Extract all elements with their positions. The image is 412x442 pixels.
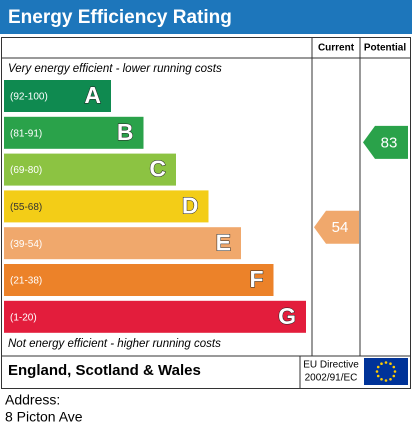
band-letter: C [149, 156, 166, 182]
band [4, 264, 274, 296]
band [4, 80, 111, 112]
rating-arrow [314, 210, 359, 244]
band-range: (69-80) [10, 165, 42, 176]
bottom-note: Not energy efficient - higher running co… [8, 338, 221, 350]
title: Energy Efficiency Rating [8, 7, 232, 28]
eu-star [384, 361, 388, 364]
top-note: Very energy efficient - lower running co… [8, 63, 222, 75]
band-letter: D [182, 192, 199, 218]
eu-star [380, 362, 383, 366]
band [4, 190, 209, 223]
directive: EU Directive [303, 360, 359, 371]
band-letter: F [249, 266, 263, 292]
band [4, 227, 241, 260]
band-range: (1-20) [10, 312, 37, 323]
eu-star [375, 370, 379, 373]
column-header: Potential [364, 43, 406, 54]
eu-star [389, 377, 392, 381]
eu-star [389, 362, 392, 366]
eu-star [392, 365, 396, 369]
band [4, 116, 144, 149]
band [4, 153, 176, 186]
band-letter: A [84, 82, 101, 108]
rating-arrow [363, 125, 408, 159]
column-header: Current [318, 43, 355, 54]
address-value: 8 Picton Ave [5, 409, 83, 425]
band-range: (92-100) [10, 92, 48, 103]
band-letter: B [117, 119, 134, 145]
frame [1, 37, 411, 389]
eu-star [393, 370, 397, 373]
eu-star [380, 377, 383, 381]
band-range: (21-38) [10, 276, 42, 287]
rating-value: 54 [332, 219, 349, 236]
eu-star [392, 374, 396, 378]
band-letter: G [278, 303, 296, 329]
rating-value: 83 [381, 134, 398, 151]
address-label: Address: [5, 392, 60, 408]
band-letter: E [216, 229, 231, 255]
band-range: (81-91) [10, 128, 42, 139]
directive: 2002/91/EC [305, 373, 358, 384]
eu-star [384, 379, 388, 382]
eu-star [376, 374, 380, 378]
band-range: (39-54) [10, 239, 42, 250]
eu-star [376, 365, 380, 369]
band-range: (55-68) [10, 202, 42, 213]
band [4, 300, 306, 333]
title-bar [0, 0, 412, 34]
region: England, Scotland & Wales [8, 362, 201, 379]
eu-stars [375, 361, 397, 382]
